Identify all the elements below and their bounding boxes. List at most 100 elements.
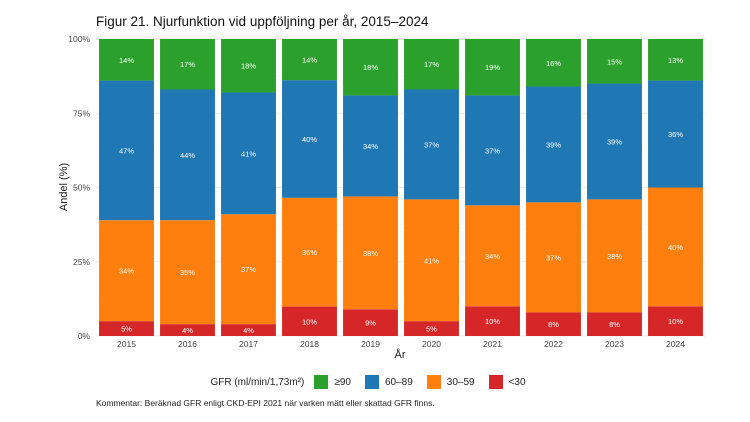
data-label: 47%: [119, 146, 134, 155]
data-label: 34%: [119, 267, 134, 276]
bar-segment: [282, 39, 337, 81]
x-tick-label: 2019: [361, 339, 380, 349]
bar-segment: [160, 324, 215, 336]
bar-segment: [465, 39, 520, 96]
bar-segment: [526, 202, 581, 313]
legend-key: [426, 375, 441, 389]
bar-segment: [648, 306, 703, 336]
data-label: 18%: [363, 63, 378, 72]
chart-title: Figur 21. Njurfunktion vid uppföljning p…: [96, 14, 429, 29]
data-label: 34%: [363, 142, 378, 151]
y-tick-label: 50%: [73, 183, 90, 193]
x-tick-label: 2015: [117, 339, 136, 349]
bar-segment: [648, 187, 703, 307]
data-label: 38%: [607, 252, 622, 261]
bar-segment: [221, 214, 276, 325]
x-axis: 2015 2016 2017 2018 2019 2020 2021 2022 2023 2024: [117, 339, 685, 349]
stacked-bar-chart: 0% 25% 50% 75% 100% 5% 34% 47% 14% 4% 35% 44% 17% 4%…: [58, 34, 706, 361]
x-tick-label: 2018: [300, 339, 319, 349]
data-label: 19%: [485, 63, 500, 72]
bar-segment: [282, 306, 337, 336]
bar-segment: [587, 312, 642, 336]
bar-segment: [465, 205, 520, 307]
x-axis-label: År: [395, 348, 406, 361]
bar-segment: [160, 89, 215, 221]
bar-segment: [343, 309, 398, 336]
data-label: 4%: [182, 326, 193, 335]
bar-segment: [526, 312, 581, 336]
data-label: 10%: [302, 317, 317, 326]
data-label: 36%: [668, 130, 683, 139]
bar-segment: [221, 39, 276, 93]
bar-segment: [404, 89, 459, 200]
data-label: 10%: [668, 317, 683, 326]
bar-segment: [465, 306, 520, 336]
data-label: 37%: [241, 265, 256, 274]
bar-segment: [404, 199, 459, 322]
y-axis: 0% 25% 50% 75% 100%: [68, 34, 90, 341]
data-label: 41%: [424, 256, 439, 265]
data-label: 17%: [180, 60, 195, 69]
bar-segment: [648, 80, 703, 188]
legend-key: [488, 375, 503, 389]
data-label: 15%: [607, 57, 622, 66]
bar-segment: [343, 95, 398, 197]
bar-segment: [160, 39, 215, 90]
data-label: 37%: [485, 146, 500, 155]
bar-segment: [282, 197, 337, 307]
bar-segment: [99, 321, 154, 336]
y-tick-label: 0%: [78, 331, 91, 341]
legend-label: 60–89: [384, 376, 413, 388]
data-label: 17%: [424, 60, 439, 69]
y-tick-label: 25%: [73, 257, 90, 267]
x-tick-label: 2023: [605, 339, 624, 349]
x-tick-label: 2016: [178, 339, 197, 349]
footnote: Kommentar: Beräknad GFR enligt CKD-EPI 2…: [96, 398, 435, 408]
legend-label: 30–59: [446, 376, 475, 388]
y-tick-label: 75%: [73, 108, 90, 118]
data-label: 18%: [241, 62, 256, 71]
bar-segment: [404, 39, 459, 90]
data-label: 13%: [668, 56, 683, 65]
bar-segment: [343, 39, 398, 96]
legend: GFR (ml/min/1,73m²) ≥90 60–89 30–59 <30: [0, 372, 750, 392]
data-label: 39%: [546, 140, 561, 149]
bar-segment: [587, 199, 642, 313]
bar-segment: [648, 39, 703, 81]
data-label: 9%: [365, 319, 376, 328]
data-label: 34%: [485, 252, 500, 261]
x-tick-label: 2024: [666, 339, 685, 349]
legend-key: [364, 375, 379, 389]
legend-item: <30: [488, 375, 526, 389]
data-label: 5%: [121, 325, 132, 334]
x-tick-label: 2020: [422, 339, 441, 349]
bar-segment: [587, 83, 642, 200]
data-label: 37%: [546, 253, 561, 262]
legend-key: [314, 375, 329, 389]
bar-segment: [587, 39, 642, 84]
legend-title: GFR (ml/min/1,73m²): [210, 376, 305, 388]
data-label: 41%: [241, 149, 256, 158]
bar-segment: [465, 95, 520, 206]
data-label: 8%: [548, 320, 559, 329]
data-label: 14%: [302, 56, 317, 65]
bar-segment: [99, 80, 154, 221]
data-label: 35%: [180, 268, 195, 277]
legend-item: ≥90: [314, 375, 351, 389]
bar-segment: [404, 321, 459, 336]
data-label: 14%: [119, 56, 134, 65]
data-label: 40%: [302, 135, 317, 144]
bar-segment: [99, 39, 154, 81]
legend-item: 30–59: [426, 375, 475, 389]
x-tick-label: 2017: [239, 339, 258, 349]
y-axis-label: Andel (%): [58, 163, 70, 211]
data-label: 38%: [363, 249, 378, 258]
bars: 5% 34% 47% 14% 4% 35% 44% 17% 4% 37% 41% 18% 10% 36% 4…: [99, 39, 703, 336]
x-tick-label: 2021: [483, 339, 502, 349]
data-label: 36%: [302, 248, 317, 257]
data-label: 37%: [424, 140, 439, 149]
bar-segment: [99, 220, 154, 322]
data-label: 40%: [668, 243, 683, 252]
y-tick-label: 100%: [68, 34, 90, 44]
bar-segment: [160, 220, 215, 325]
